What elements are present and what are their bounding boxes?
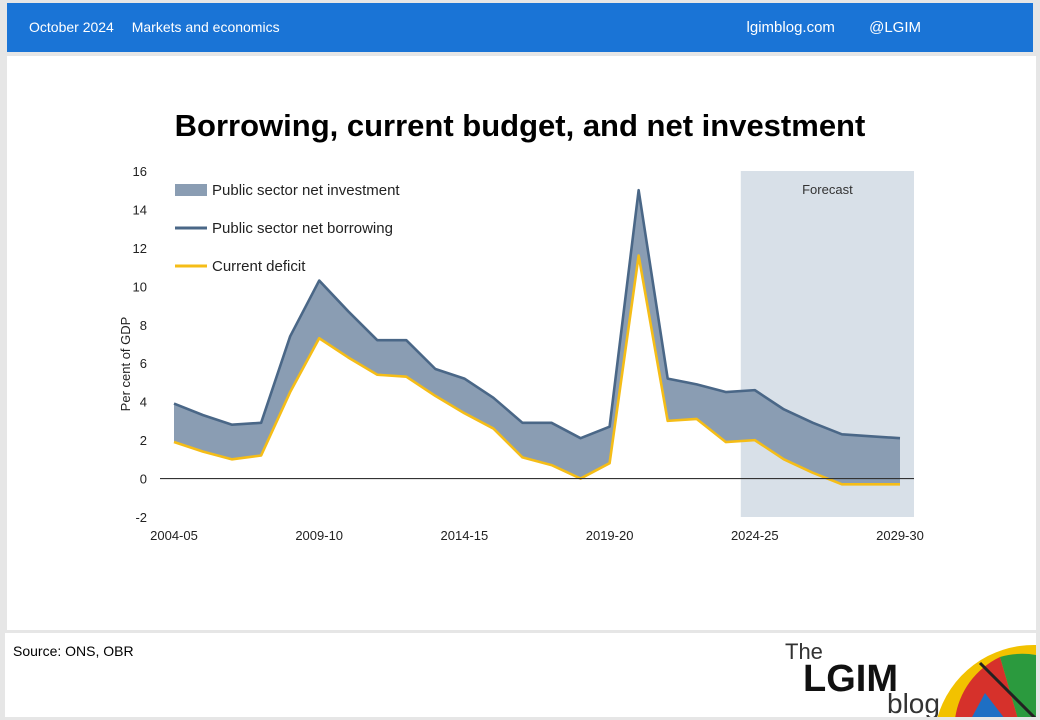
forecast-label: Forecast <box>802 182 853 197</box>
header-date: October 2024 <box>29 19 114 35</box>
y-axis-label: Per cent of GDP <box>118 317 133 412</box>
y-tick-label: -2 <box>135 510 147 525</box>
legend-label-investment: Public sector net investment <box>212 182 400 199</box>
y-tick-label: 16 <box>133 164 147 179</box>
header-bar: October 2024 Markets and economics lgimb… <box>7 3 1033 52</box>
deficit-line <box>173 254 900 486</box>
y-tick-label: 0 <box>140 472 147 487</box>
y-tick-label: 14 <box>133 202 147 217</box>
legend-label-deficit: Current deficit <box>212 258 306 275</box>
x-tick-label: 2024-25 <box>731 528 779 543</box>
y-tick-label: 10 <box>133 279 147 294</box>
footer: Source: ONS, OBR The LGIM blog <box>5 633 1036 717</box>
y-tick-label: 12 <box>133 241 147 256</box>
header-section-link[interactable]: Markets and economics <box>131 19 280 35</box>
y-tick-label: 2 <box>140 433 147 448</box>
x-tick-label: 2009-10 <box>295 528 343 543</box>
y-tick-label: 6 <box>140 356 147 371</box>
header-left: October 2024 Markets and economics <box>29 19 280 35</box>
legend: Public sector net investment Public sect… <box>175 182 400 275</box>
y-tick-label: 4 <box>140 395 147 410</box>
borrowing-line <box>173 188 901 440</box>
x-tick-label: 2014-15 <box>441 528 489 543</box>
x-tick-label: 2019-20 <box>586 528 634 543</box>
legend-label-borrowing: Public sector net borrowing <box>212 220 393 237</box>
legend-swatch-investment <box>175 184 207 196</box>
logo-lgim: LGIM <box>803 658 898 700</box>
logo-the: The <box>785 639 823 664</box>
source-note: Source: ONS, OBR <box>13 643 134 659</box>
y-tick-label: 8 <box>140 318 147 333</box>
twitter-handle-link[interactable]: @LGIM <box>869 19 921 36</box>
x-tick-label: 2029-30 <box>876 528 924 543</box>
header-right: lgimblog.com @LGIM <box>747 19 921 36</box>
umbrella-icon <box>937 644 1036 717</box>
chart-title: Borrowing, current budget, and net inves… <box>174 108 866 143</box>
lgim-blog-logo: The LGIM blog <box>785 639 1036 717</box>
x-tick-label: 2004-05 <box>150 528 198 543</box>
y-axis: -2 0 2 4 6 8 10 12 14 16 <box>133 164 147 525</box>
investment-area <box>174 190 900 485</box>
site-link[interactable]: lgimblog.com <box>746 19 835 36</box>
logo-blog: blog <box>887 688 940 717</box>
x-axis: 2004-05 2009-10 2014-15 2019-20 2024-25 2029-… <box>150 528 924 543</box>
